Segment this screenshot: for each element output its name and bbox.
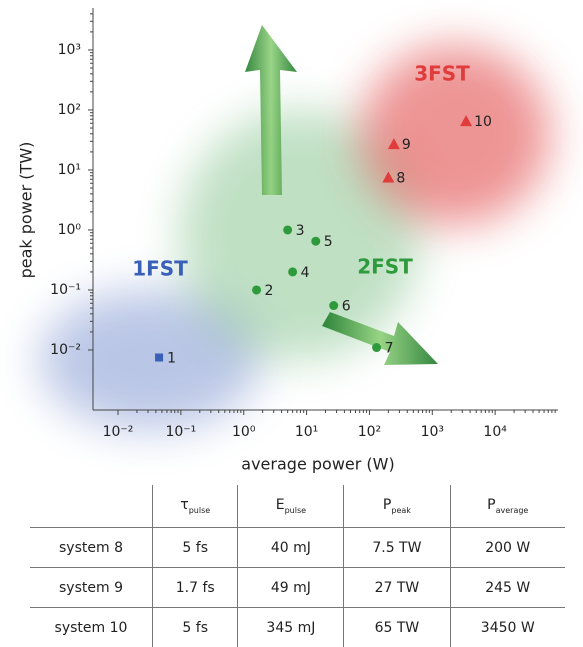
x-tick-label: 10³: [421, 424, 444, 440]
point-label: 1: [167, 350, 176, 366]
table-cell: 5 fs: [153, 608, 238, 647]
y-tick-label: 10⁻¹: [50, 282, 81, 298]
point: [288, 267, 297, 276]
x-tick-label: 10⁻²: [103, 424, 134, 440]
point-label: 7: [385, 341, 394, 357]
x-tick-label: 10²: [358, 424, 381, 440]
region-label: 3FST: [414, 62, 470, 86]
header-cell: [30, 485, 153, 528]
x-tick-label: 10⁴: [483, 424, 507, 440]
table-cell: 49 mJ: [238, 568, 344, 608]
point-label: 4: [301, 265, 310, 281]
chart: average power (W) peak power (TW) 10⁻² 10…: [0, 0, 583, 480]
x-axis-label: average power (W): [241, 455, 394, 474]
header-cell: Ppeak: [344, 485, 450, 528]
header-subscript: pulse: [285, 506, 306, 515]
table-cell: 27 TW: [344, 568, 450, 608]
point: [155, 353, 163, 361]
point-label: 8: [396, 170, 405, 186]
header-cell: τpulse: [153, 485, 238, 528]
point: [372, 343, 381, 352]
point-label: 6: [342, 299, 351, 315]
y-tick-label: 10³: [58, 42, 81, 58]
header-symbol: τ: [180, 497, 188, 513]
y-axis-label: peak power (TW): [17, 142, 36, 279]
point: [283, 225, 292, 234]
table-cell: system 10: [30, 608, 153, 647]
table-cell: 345 mJ: [238, 608, 344, 647]
table-cell: 65 TW: [344, 608, 450, 647]
point-label: 2: [265, 283, 274, 299]
table-cell: system 8: [30, 528, 153, 568]
point: [329, 301, 338, 310]
y-tick-label: 10⁻²: [50, 342, 81, 358]
table-cell: 40 mJ: [238, 528, 344, 568]
table-cell: 1.7 fs: [153, 568, 238, 608]
y-tick-label: 10⁰: [58, 222, 82, 238]
table-cell: 7.5 TW: [344, 528, 450, 568]
point-label: 3: [296, 223, 305, 239]
table-cell: 200 W: [450, 528, 565, 568]
header-subscript: average: [496, 506, 529, 515]
table-cell: 5 fs: [153, 528, 238, 568]
table-cell: system 9: [30, 568, 153, 608]
table-cell: 3450 W: [450, 608, 565, 647]
x-tick-label: 10¹: [295, 424, 318, 440]
point: [252, 285, 261, 294]
y-tick-label: 10¹: [58, 162, 81, 178]
point-label: 5: [324, 234, 333, 250]
header-subscript: peak: [391, 506, 411, 515]
header-cell: Paverage: [450, 485, 565, 528]
header-symbol: P: [487, 497, 495, 513]
x-tick-label: 10⁰: [232, 424, 256, 440]
region-label: 2FST: [357, 255, 413, 279]
header-subscript: pulse: [189, 506, 210, 515]
point: [311, 237, 320, 246]
x-tick-label: 10⁻¹: [165, 424, 196, 440]
region-label: 1FST: [132, 257, 188, 281]
table-cell: 245 W: [450, 568, 565, 608]
point-label: 9: [402, 137, 411, 153]
header-symbol: E: [276, 497, 285, 513]
y-tick-label: 10²: [58, 102, 81, 118]
point-label: 10: [474, 114, 492, 130]
header-cell: Epulse: [238, 485, 344, 528]
